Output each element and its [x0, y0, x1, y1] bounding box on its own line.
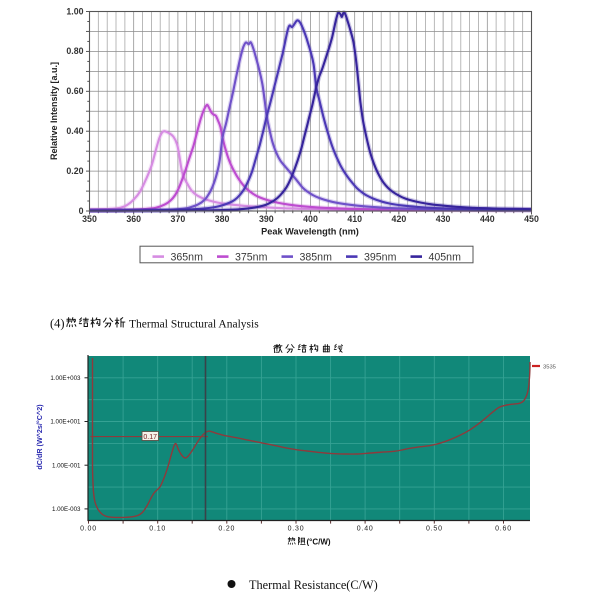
svg-text:450: 450	[524, 214, 539, 224]
svg-text:dC/dR (W^2s/°C^2): dC/dR (W^2s/°C^2)	[35, 404, 44, 470]
svg-text:0.60: 0.60	[66, 86, 83, 96]
svg-text:0.40: 0.40	[66, 126, 83, 136]
svg-text:360: 360	[126, 214, 141, 224]
svg-text:1.00E+003: 1.00E+003	[50, 375, 81, 382]
svg-text:0.50: 0.50	[426, 526, 443, 533]
svg-text:385nm: 385nm	[300, 251, 333, 263]
svg-text:0.10: 0.10	[149, 526, 166, 533]
svg-text:0.20: 0.20	[218, 526, 235, 533]
svg-text:0.40: 0.40	[357, 526, 374, 533]
svg-text:405nm: 405nm	[429, 251, 462, 263]
svg-text:0.17: 0.17	[143, 434, 157, 441]
svg-text:Thermal Structural Analysis: Thermal Structural Analysis	[129, 319, 259, 331]
svg-text:440: 440	[480, 214, 495, 224]
svg-text:Relative Intensity [a.u.]: Relative Intensity [a.u.]	[49, 62, 59, 160]
svg-text:350: 350	[82, 214, 97, 224]
svg-text:0.30: 0.30	[288, 526, 305, 533]
svg-text:(4): (4)	[50, 317, 65, 331]
svg-text:1.00: 1.00	[66, 6, 83, 16]
svg-text:(°C/W): (°C/W)	[307, 538, 331, 547]
svg-text:0.80: 0.80	[66, 46, 83, 56]
svg-text:370: 370	[171, 214, 186, 224]
svg-text:420: 420	[392, 214, 407, 224]
svg-text:1.00E-003: 1.00E-003	[52, 506, 81, 513]
svg-text:430: 430	[436, 214, 451, 224]
svg-text:3535: 3535	[543, 364, 556, 370]
svg-text:390: 390	[259, 214, 274, 224]
svg-text:395nm: 395nm	[364, 251, 397, 263]
svg-text:0.60: 0.60	[495, 526, 512, 533]
svg-text:365nm: 365nm	[171, 251, 204, 263]
svg-text:375nm: 375nm	[235, 251, 268, 263]
svg-text:380: 380	[215, 214, 230, 224]
svg-text:1.00E-001: 1.00E-001	[52, 462, 81, 469]
svg-text:Peak Wavelength (nm): Peak Wavelength (nm)	[261, 226, 359, 236]
svg-text:400: 400	[303, 214, 318, 224]
svg-text:410: 410	[347, 214, 362, 224]
svg-text:0.00: 0.00	[80, 526, 97, 533]
svg-text:0.20: 0.20	[66, 166, 83, 176]
svg-text:Thermal Resistance(C/W): Thermal Resistance(C/W)	[249, 578, 378, 592]
svg-text:1.00E+001: 1.00E+001	[50, 419, 81, 426]
svg-text:0: 0	[79, 206, 84, 216]
